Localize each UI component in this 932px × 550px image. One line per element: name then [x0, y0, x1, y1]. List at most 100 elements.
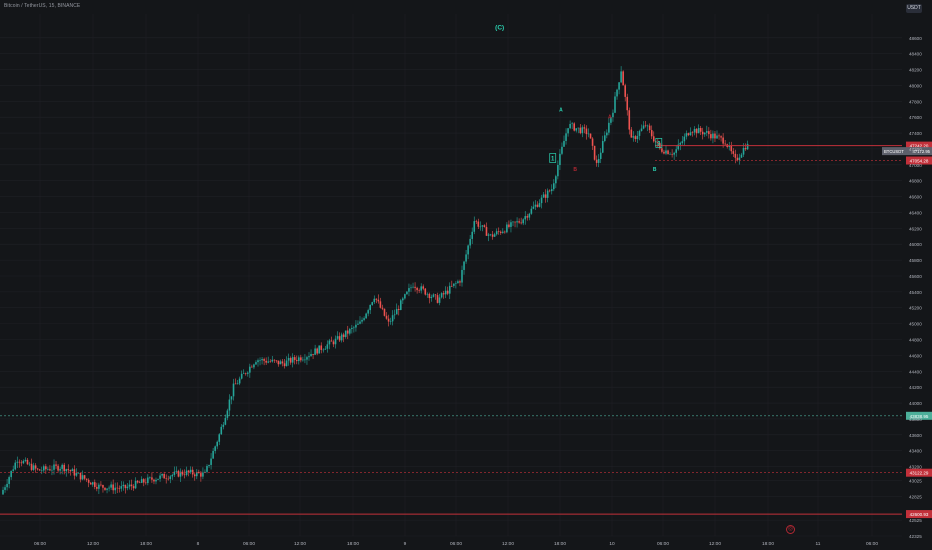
- candle: [202, 472, 204, 477]
- candle: [579, 127, 582, 134]
- candle: [228, 399, 231, 411]
- candle: [132, 486, 135, 489]
- candle: [689, 132, 692, 136]
- candle: [644, 125, 647, 127]
- candle: [589, 133, 592, 139]
- candle: [595, 159, 598, 163]
- candle: [646, 125, 649, 127]
- candle: [397, 308, 400, 310]
- candle: [391, 315, 394, 322]
- x-tick-label: 10: [609, 541, 615, 547]
- candle: [732, 151, 735, 154]
- candle: [218, 434, 221, 442]
- candle: [130, 484, 133, 487]
- candle: [514, 221, 516, 223]
- x-tick-label: 06:00: [450, 541, 462, 547]
- candle: [438, 297, 441, 303]
- candle: [2, 489, 4, 495]
- candle: [28, 463, 31, 465]
- candle: [357, 323, 359, 325]
- candle: [520, 222, 522, 224]
- candle: [118, 488, 121, 489]
- candle: [710, 134, 712, 139]
- candle: [112, 484, 114, 491]
- candle: [697, 128, 700, 134]
- candle: [634, 136, 637, 140]
- candle: [265, 360, 267, 363]
- candle: [457, 281, 459, 284]
- candle: [351, 327, 353, 329]
- candle: [540, 197, 543, 204]
- candle: [279, 361, 282, 365]
- candle: [322, 349, 325, 351]
- wave-label: 1: [551, 156, 555, 162]
- candle: [136, 480, 139, 483]
- candle: [430, 296, 433, 299]
- candle: [424, 288, 427, 295]
- candle: [259, 360, 261, 361]
- currency-button[interactable]: USDT: [906, 4, 922, 13]
- candle: [349, 328, 351, 334]
- candle: [271, 359, 274, 362]
- candle: [720, 136, 722, 138]
- candle: [361, 319, 363, 322]
- candle: [469, 238, 471, 246]
- candle: [665, 150, 667, 154]
- price-label: 47054.28: [910, 159, 929, 164]
- candle: [179, 471, 182, 477]
- candle: [212, 450, 214, 459]
- y-tick-label: 44200: [909, 385, 922, 390]
- candle: [708, 131, 710, 135]
- y-tick-label: 46000: [909, 242, 922, 247]
- candle: [316, 348, 318, 354]
- candle: [43, 466, 45, 471]
- candle: [96, 486, 98, 489]
- compass-icon[interactable]: ◎: [786, 525, 795, 534]
- candle: [234, 383, 237, 385]
- candle: [216, 441, 218, 447]
- candle: [479, 226, 482, 228]
- y-tick-label: 45000: [909, 322, 922, 327]
- candle: [387, 318, 390, 322]
- candle: [4, 487, 6, 490]
- candle: [302, 359, 304, 361]
- candle: [448, 285, 451, 294]
- candle: [59, 468, 61, 471]
- x-tick-label: 8: [197, 541, 200, 547]
- x-tick-label: 18:00: [347, 541, 359, 547]
- candle: [471, 231, 473, 239]
- candle: [691, 132, 694, 133]
- wave-label: B: [653, 167, 657, 173]
- candle: [134, 480, 137, 489]
- candle: [157, 478, 159, 480]
- candle: [208, 464, 210, 467]
- candle: [26, 459, 29, 465]
- candle: [524, 216, 527, 220]
- candle: [71, 469, 74, 472]
- candle: [426, 293, 429, 295]
- candle: [546, 190, 549, 198]
- candle: [734, 153, 737, 158]
- candle: [550, 189, 553, 192]
- candle: [485, 226, 488, 236]
- candle: [616, 89, 618, 97]
- candle: [481, 225, 484, 227]
- y-tick-label: 48000: [909, 83, 922, 88]
- x-tick-label: 18:00: [762, 541, 774, 547]
- candle: [367, 310, 369, 314]
- candle: [330, 340, 333, 342]
- candle: [434, 294, 437, 296]
- wave-label-box: [549, 153, 557, 163]
- candle: [183, 474, 186, 476]
- candle: [22, 460, 25, 464]
- candle: [40, 470, 43, 472]
- candle: [214, 446, 216, 451]
- price-label-box: [906, 468, 932, 477]
- candle: [567, 128, 569, 134]
- candle: [45, 466, 47, 470]
- x-tick-label: 12:00: [87, 541, 99, 547]
- candle: [312, 354, 314, 355]
- candle: [49, 469, 51, 471]
